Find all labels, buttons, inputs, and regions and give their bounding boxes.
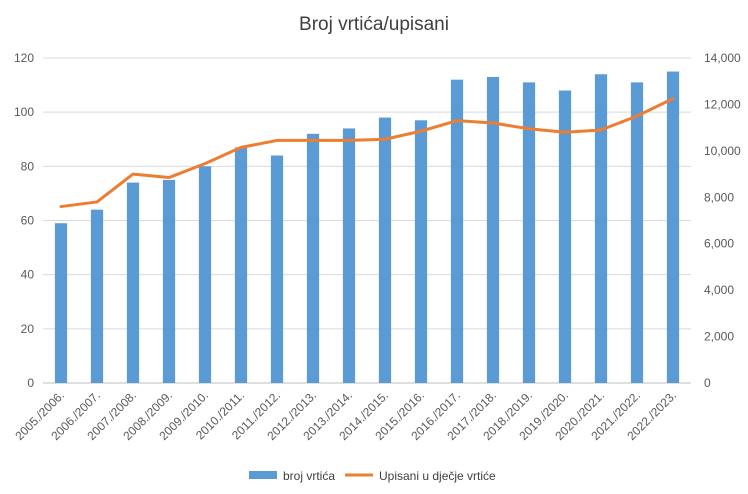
right-tick-label: 4,000	[704, 283, 734, 297]
bar	[306, 133, 320, 383]
series-line	[59, 97, 675, 209]
bar	[90, 209, 104, 383]
bar	[270, 155, 284, 383]
bar	[666, 71, 680, 384]
legend-label-bars: broj vrtića	[283, 469, 335, 483]
right-axis-ticks: 0 2,000 4,000 6,000 8,000 10,000 12,000 14,000	[704, 51, 741, 390]
bar	[126, 182, 140, 383]
bar	[342, 128, 356, 383]
left-axis-ticks: 0 20 40 60 80 100 120	[14, 51, 34, 390]
bar-series	[54, 71, 680, 384]
bar	[162, 179, 176, 383]
right-tick-label: 6,000	[704, 237, 734, 251]
left-tick-label: 40	[21, 268, 35, 282]
bar	[414, 120, 428, 384]
chart-title: Broj vrtića/upisani	[299, 14, 449, 35]
bar	[630, 82, 644, 383]
left-tick-label: 100	[14, 105, 34, 119]
right-tick-label: 0	[704, 376, 711, 390]
line-series	[59, 97, 675, 209]
bar	[54, 223, 68, 383]
right-tick-label: 12,000	[704, 97, 741, 111]
bar	[558, 90, 572, 383]
bar	[198, 166, 212, 383]
legend-label-line: Upisani u dječje vrtiće	[379, 469, 496, 483]
bar	[450, 79, 464, 384]
right-tick-label: 8,000	[704, 190, 734, 204]
bar	[378, 117, 392, 383]
right-tick-label: 14,000	[704, 51, 741, 65]
left-tick-label: 60	[21, 214, 35, 228]
x-axis-ticks: 2005./2006.2006./2007.2007./2008.2008./2…	[12, 388, 679, 443]
gridlines	[43, 57, 691, 384]
bar	[234, 147, 248, 383]
left-tick-label: 20	[21, 322, 35, 336]
left-tick-label: 80	[21, 159, 35, 173]
left-tick-label: 0	[27, 376, 34, 390]
bar	[486, 76, 500, 383]
left-tick-label: 120	[14, 51, 34, 65]
legend-swatch-bars	[249, 471, 277, 479]
legend: broj vrtića Upisani u dječje vrtiće	[249, 469, 496, 483]
right-tick-label: 10,000	[704, 144, 741, 158]
bar	[522, 82, 536, 383]
bar	[594, 74, 608, 383]
right-tick-label: 2,000	[704, 330, 734, 344]
